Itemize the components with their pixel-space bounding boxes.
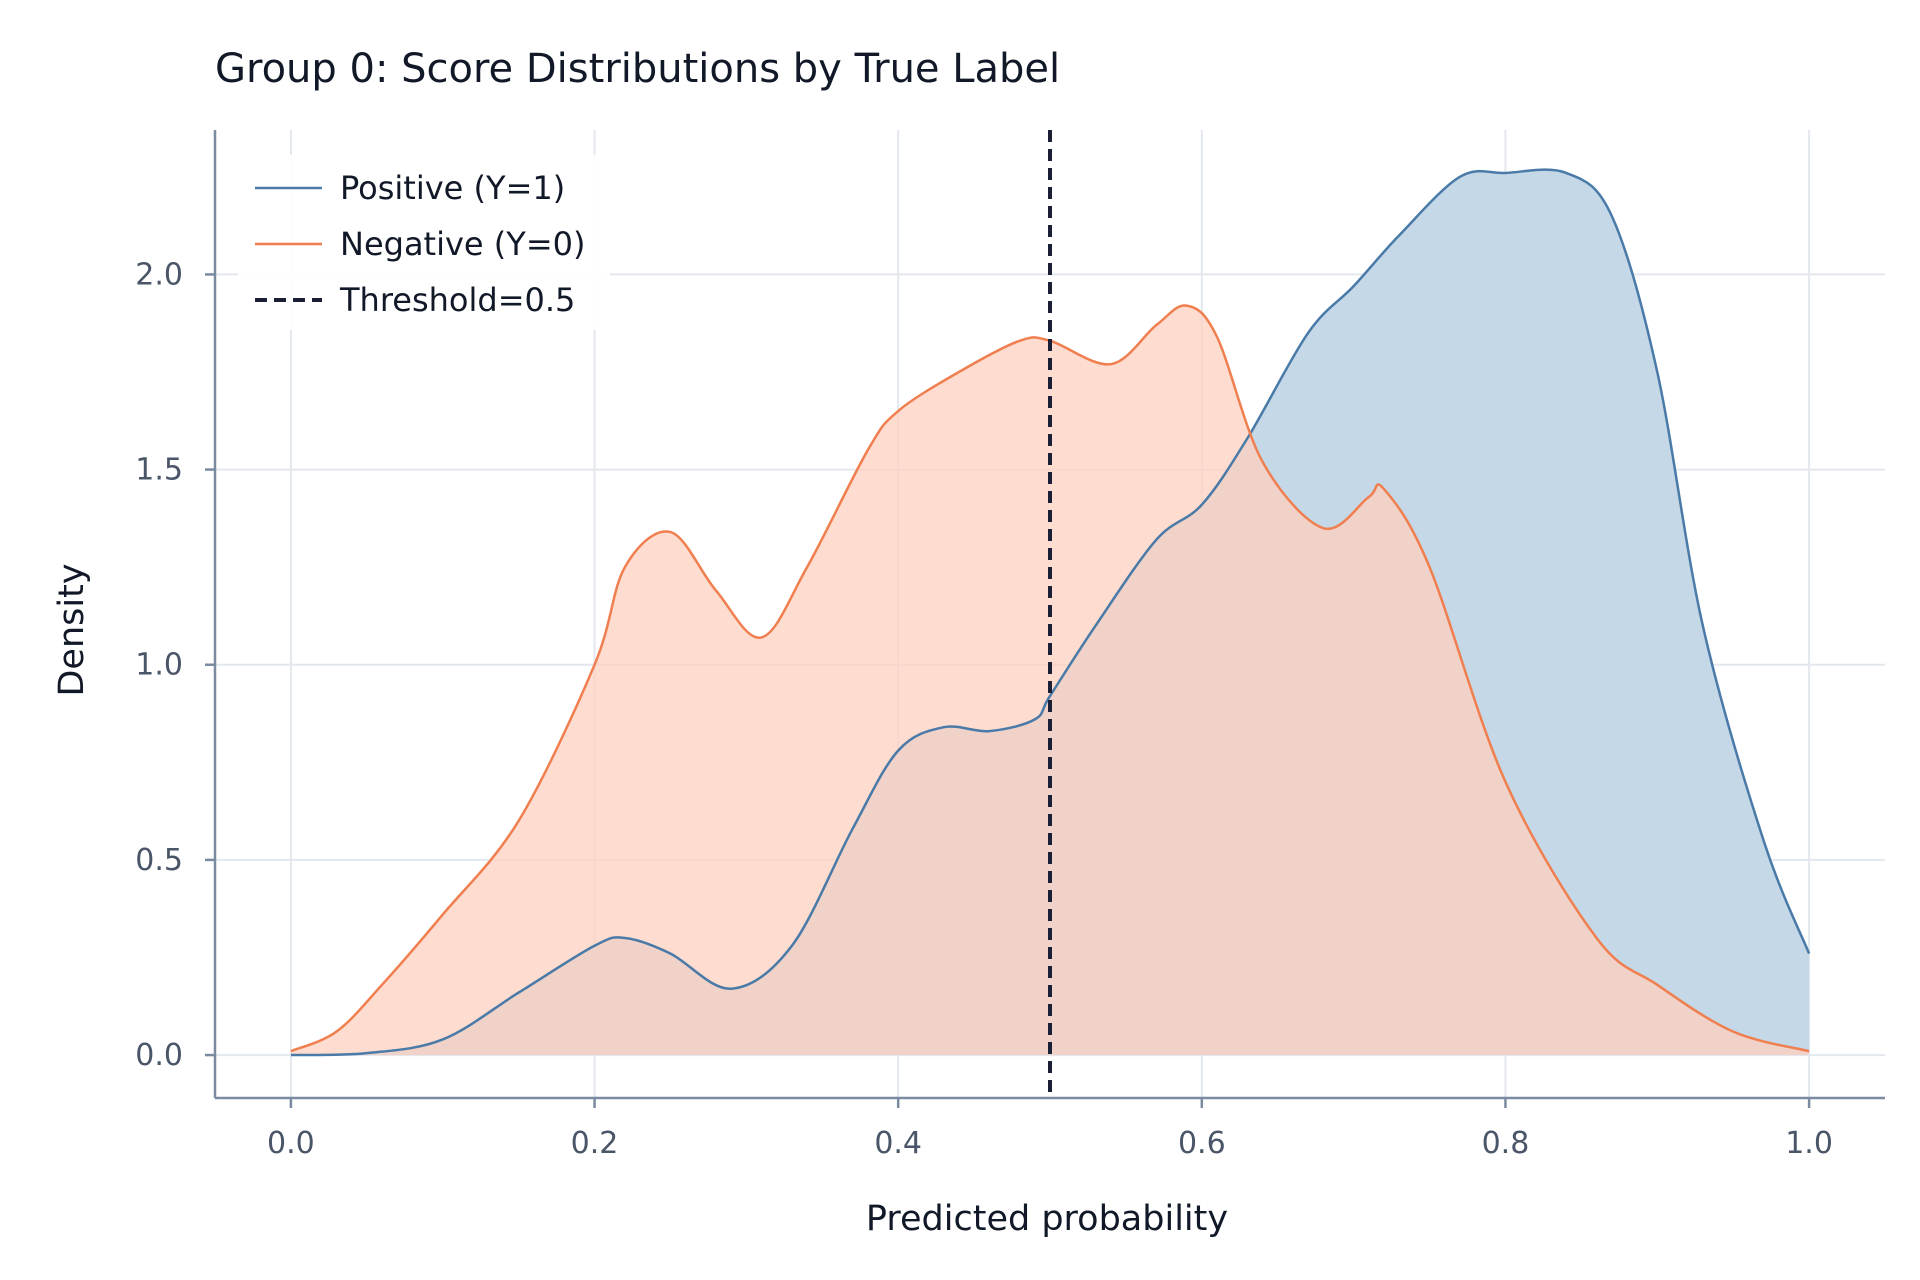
x-tick-label-1: 0.2: [571, 1126, 619, 1161]
x-tick-label-0: 0.0: [267, 1126, 315, 1161]
y-tick-label-2: 1.0: [135, 648, 183, 683]
x-tick-label-4: 0.8: [1482, 1126, 1530, 1161]
series-areas: [290, 168, 1811, 1057]
series-line-positive: [290, 168, 1811, 1057]
y-axis-title: Density: [52, 563, 92, 696]
legend: Positive (Y=1) Negative (Y=0) Threshold=…: [238, 155, 610, 330]
series-area-negative: [290, 305, 1810, 1056]
y-tick-label-1: 0.5: [135, 843, 183, 878]
y-tick-label-4: 2.0: [135, 257, 183, 292]
series-line-negative: [290, 304, 1810, 1053]
y-tick-label-3: 1.5: [135, 453, 183, 488]
x-tick-label-5: 1.0: [1785, 1126, 1833, 1161]
legend-label-negative: Negative (Y=0): [340, 225, 585, 263]
axes: [213, 130, 1885, 1100]
x-axis-title: Predicted probability: [866, 1199, 1228, 1239]
x-tick-label-2: 0.4: [874, 1126, 922, 1161]
chart-title: Group 0: Score Distributions by True Lab…: [215, 46, 1060, 92]
legend-label-threshold: Threshold=0.5: [339, 281, 575, 319]
x-tick-label-3: 0.6: [1178, 1126, 1226, 1161]
legend-label-positive: Positive (Y=1): [340, 169, 565, 207]
y-tick-label-0: 0.0: [135, 1038, 183, 1073]
tick-labels: 0.0 0.2 0.4 0.6 0.8 1.0 0.0 0.5 1.0 1.5 2.0: [135, 257, 1833, 1161]
